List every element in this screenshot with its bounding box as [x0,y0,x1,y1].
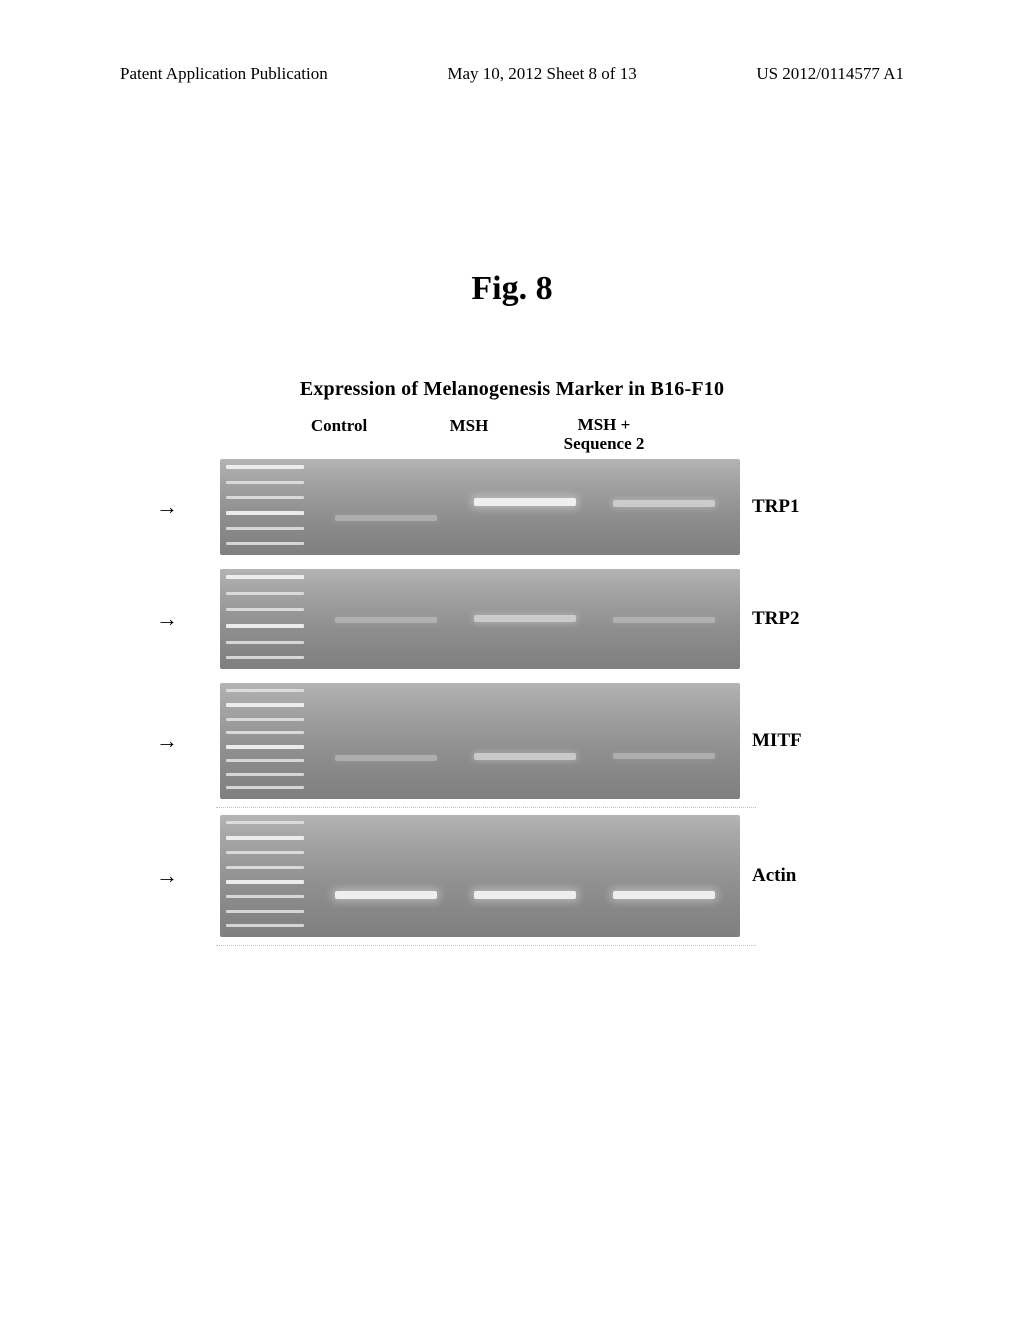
ladder-mitf [226,689,304,789]
band [474,498,576,506]
lanes-trp1 [316,459,734,555]
gel-panel-trp2 [220,569,740,669]
gel-row-trp1: → TRP1 [156,459,856,555]
band [335,755,437,761]
gel-panel-trp1 [220,459,740,555]
figure-title: Expression of Melanogenesis Marker in B1… [0,378,1024,401]
gel-figure-area: Control MSH MSH + Sequence 2 → [156,416,856,953]
gel-row-actin: → Actin [156,815,856,937]
header-publication: Patent Application Publication [120,64,328,84]
page-header: Patent Application Publication May 10, 2… [0,64,1024,84]
lane-control-mitf [322,683,449,799]
row-label-mitf: MITF [740,730,832,752]
band [474,615,576,622]
header-date-sheet: May 10, 2012 Sheet 8 of 13 [447,64,636,84]
dotted-frame [216,806,756,808]
lane-msh-mitf [461,683,588,799]
lane-msh-actin [461,815,588,937]
band [335,617,437,623]
lane-msh-trp2 [461,569,588,669]
lane-control-trp2 [322,569,449,669]
band [335,515,437,521]
ladder-actin [226,821,304,927]
gel-row-trp2: → TRP2 [156,569,856,669]
lane-control-actin [322,815,449,937]
lane-header-control: Control [274,416,404,453]
lane-msh-trp1 [461,459,588,555]
band [474,753,576,760]
lane-mshseq-actin [601,815,728,937]
ladder-trp2 [226,575,304,659]
band [613,891,715,899]
gel-row-mitf: → MITF [156,683,856,799]
lane-mshseq-trp1 [601,459,728,555]
row-label-trp2: TRP2 [740,608,832,630]
header-pub-number: US 2012/0114577 A1 [756,64,904,84]
figure-number: Fig. 8 [0,270,1024,308]
band [613,617,715,623]
lane-headers: Control MSH MSH + Sequence 2 [274,416,856,453]
lane-control-trp1 [322,459,449,555]
row-label-trp1: TRP1 [740,496,832,518]
arrow-icon: → [156,494,220,520]
arrow-icon: → [156,863,220,889]
band [335,891,437,899]
dotted-frame [216,944,756,946]
gel-panel-actin [220,815,740,937]
arrow-icon: → [156,606,220,632]
band [474,891,576,899]
row-label-actin: Actin [740,865,832,887]
band [613,500,715,507]
ladder-trp1 [226,465,304,545]
band [613,753,715,759]
lanes-actin [316,815,734,937]
lane-header-msh-seq: MSH + Sequence 2 [534,416,674,453]
lanes-trp2 [316,569,734,669]
arrow-icon: → [156,728,220,754]
lane-mshseq-mitf [601,683,728,799]
lanes-mitf [316,683,734,799]
lane-header-msh: MSH [404,416,534,453]
lane-header-sequence2: Sequence 2 [564,434,645,453]
lane-header-msh-plus: MSH + [578,415,631,434]
patent-figure-page: Patent Application Publication May 10, 2… [0,0,1024,1320]
lane-mshseq-trp2 [601,569,728,669]
gel-panel-mitf [220,683,740,799]
